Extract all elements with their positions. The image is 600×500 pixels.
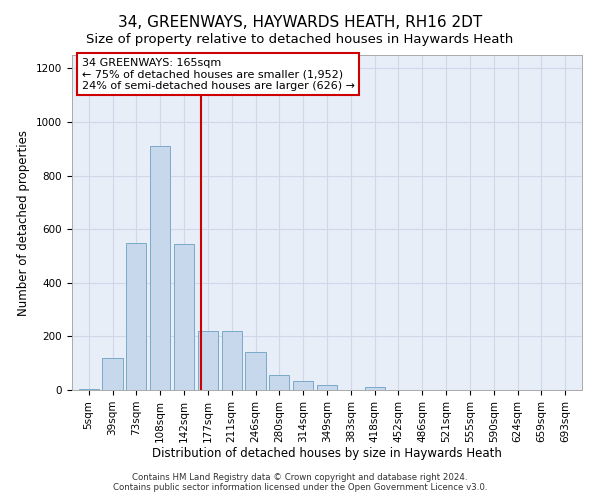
Y-axis label: Number of detached properties: Number of detached properties xyxy=(17,130,31,316)
Bar xyxy=(269,376,289,390)
Text: 34, GREENWAYS, HAYWARDS HEATH, RH16 2DT: 34, GREENWAYS, HAYWARDS HEATH, RH16 2DT xyxy=(118,15,482,30)
Bar xyxy=(198,331,218,390)
Text: 34 GREENWAYS: 165sqm
← 75% of detached houses are smaller (1,952)
24% of semi-de: 34 GREENWAYS: 165sqm ← 75% of detached h… xyxy=(82,58,355,91)
Bar xyxy=(150,146,170,390)
Bar xyxy=(103,358,122,390)
Bar xyxy=(174,244,194,390)
Bar xyxy=(126,242,146,390)
Bar xyxy=(317,384,337,390)
Text: Contains HM Land Registry data © Crown copyright and database right 2024.
Contai: Contains HM Land Registry data © Crown c… xyxy=(113,473,487,492)
Bar xyxy=(245,352,266,390)
Text: Size of property relative to detached houses in Haywards Heath: Size of property relative to detached ho… xyxy=(86,32,514,46)
Bar xyxy=(79,388,99,390)
Bar xyxy=(293,380,313,390)
Bar xyxy=(365,388,385,390)
X-axis label: Distribution of detached houses by size in Haywards Heath: Distribution of detached houses by size … xyxy=(152,448,502,460)
Bar xyxy=(221,331,242,390)
